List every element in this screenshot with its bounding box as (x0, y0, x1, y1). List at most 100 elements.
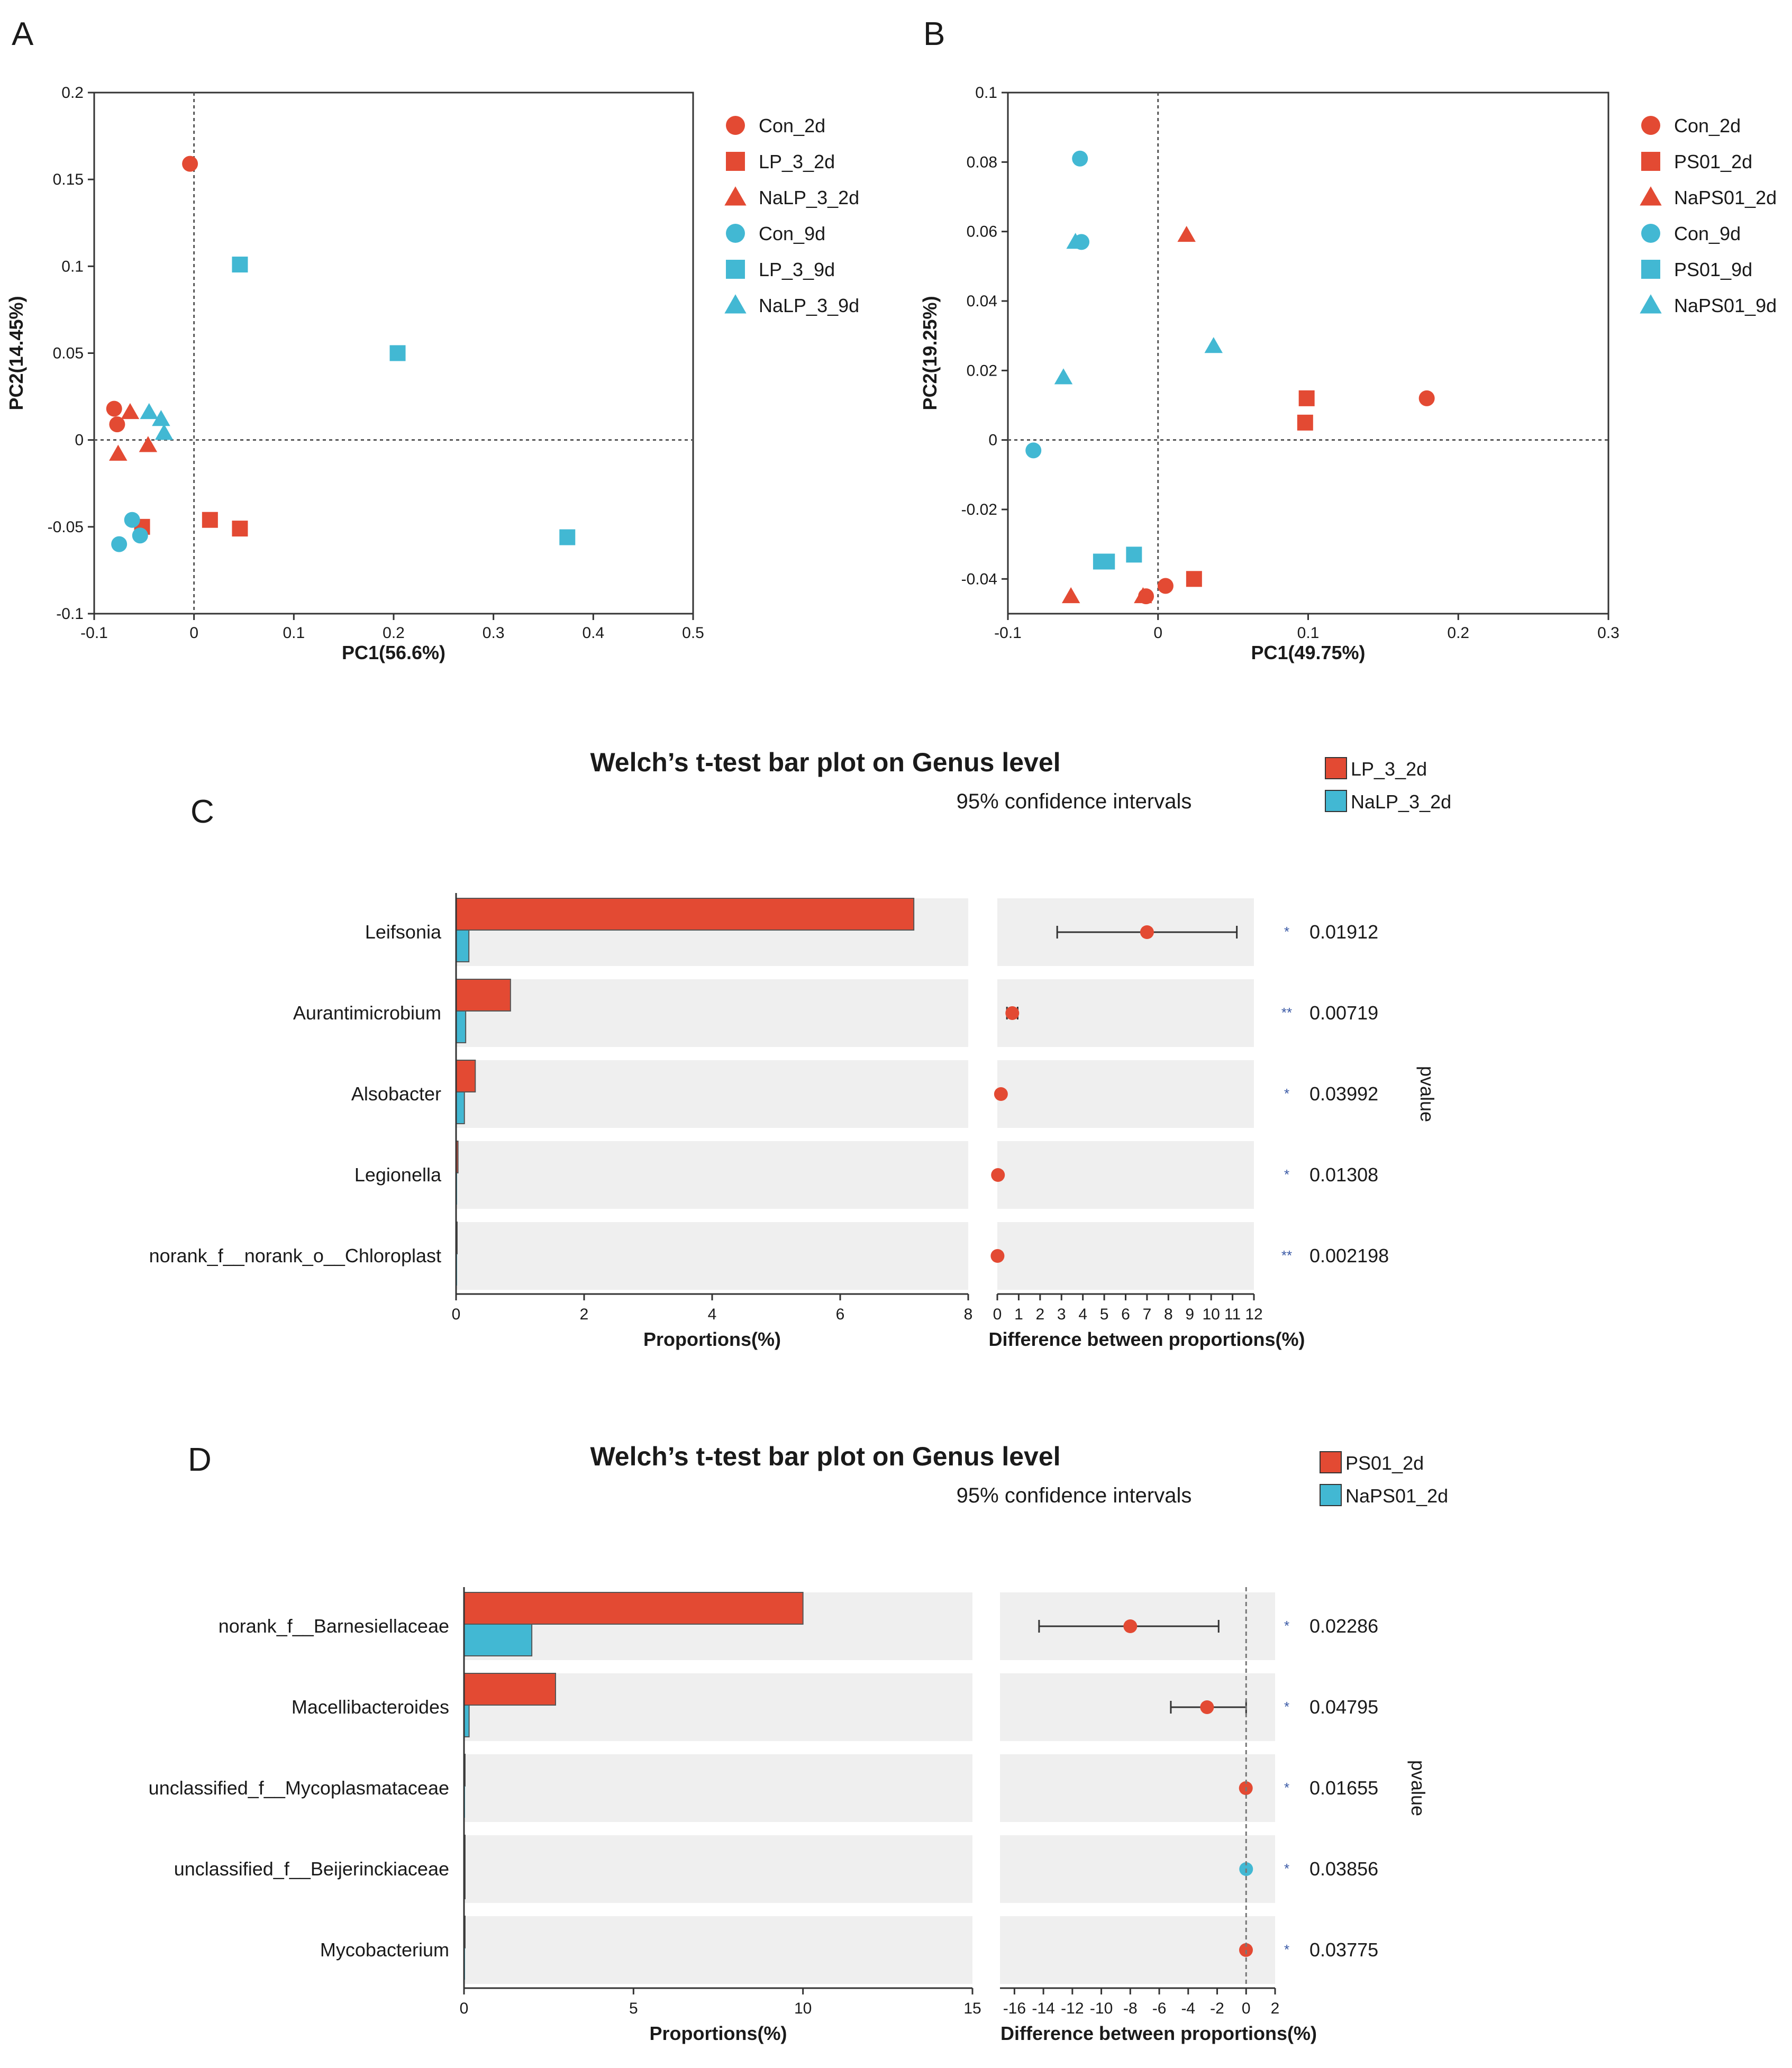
diff-x-tick-label: -10 (1090, 2000, 1113, 2017)
bar-group2 (456, 930, 470, 962)
legend-label: NaLP_3_2d (1351, 791, 1451, 813)
y-tick-label: 0.02 (967, 362, 997, 379)
diff-x-tick-label: 12 (1245, 1306, 1262, 1323)
bar-group1 (456, 979, 511, 1012)
row-background (464, 1754, 972, 1822)
legend-marker (1640, 186, 1662, 206)
diff-axis-label-c: Difference between proportions(%) (988, 1328, 1305, 1350)
data-point (1204, 337, 1223, 353)
y-tick-label: 0 (75, 432, 84, 449)
chart-title-d: Welch’s t-test bar plot on Genus level (590, 1442, 1060, 1471)
category-label: Leifsonia (365, 921, 442, 943)
data-point (202, 512, 218, 528)
panel-label-c: C (190, 794, 214, 830)
legend-marker (1640, 294, 1662, 314)
significance-stars: ** (1281, 1005, 1292, 1021)
data-point (121, 403, 140, 420)
diff-point (1200, 1700, 1214, 1714)
x-tick-label: 0 (460, 2000, 469, 2017)
y-tick-label: 0.1 (975, 84, 997, 102)
x-tick-label: -0.1 (994, 624, 1022, 642)
category-label: unclassified_f__Mycoplasmataceae (149, 1777, 449, 1799)
p-value: 0.04795 (1309, 1696, 1378, 1718)
diff-row-background (1000, 1754, 1275, 1822)
category-label: Mycobacterium (320, 1939, 449, 1961)
legend-marker (1641, 152, 1660, 171)
diff-x-tick-label: 11 (1224, 1306, 1241, 1323)
data-point (1066, 233, 1085, 249)
legend-marker (1641, 260, 1660, 279)
y-tick-label: 0 (988, 432, 997, 449)
legend-label: PS01_2d (1345, 1452, 1424, 1474)
legend-label: NaLP_3_9d (759, 295, 859, 316)
diff-x-tick-label: 3 (1057, 1306, 1066, 1323)
legend-swatch (1320, 1451, 1342, 1473)
p-value: 0.03856 (1309, 1858, 1378, 1880)
data-point (1157, 578, 1174, 594)
p-value: 0.002198 (1309, 1245, 1389, 1267)
y-tick-label: 0.1 (61, 258, 84, 275)
legend-label: Con_9d (1674, 223, 1741, 244)
significance-stars: * (1284, 1086, 1289, 1101)
data-point (1186, 571, 1202, 587)
x-tick-label: 10 (794, 2000, 812, 2017)
legend-marker (726, 224, 745, 243)
diff-x-tick-label: 5 (1100, 1306, 1109, 1323)
data-point (111, 536, 128, 552)
significance-stars: * (1284, 1942, 1289, 1957)
row-background (464, 1835, 972, 1903)
significance-stars: * (1284, 1699, 1289, 1715)
diff-point (991, 1168, 1005, 1182)
data-point (109, 416, 125, 433)
y-tick-label: 0.06 (967, 223, 997, 241)
x-tick-label: 0.2 (1447, 624, 1469, 642)
p-value: 0.01308 (1309, 1164, 1378, 1186)
panel-label-b: B (923, 16, 945, 52)
diff-point (994, 1087, 1008, 1101)
x-tick-label: -0.1 (80, 624, 108, 642)
row-background (456, 1060, 968, 1128)
x-axis-label-c: Proportions(%) (643, 1328, 781, 1350)
diff-point (1005, 1006, 1020, 1020)
diff-x-tick-label: -2 (1210, 2000, 1224, 2017)
y-tick-label: -0.05 (48, 518, 84, 536)
x-tick-label: 0.1 (1297, 624, 1320, 642)
x-tick-label: 5 (629, 2000, 638, 2017)
diff-x-tick-label: 7 (1143, 1306, 1152, 1323)
bar-group2 (456, 1010, 467, 1043)
diff-x-tick-label: 4 (1078, 1306, 1087, 1323)
p-value: 0.03775 (1309, 1939, 1378, 1961)
p-value: 0.01655 (1309, 1777, 1378, 1799)
x-axis-label-a: PC1(56.6%) (342, 642, 445, 663)
x-tick-label: 0.1 (283, 624, 305, 642)
data-point (1298, 390, 1315, 406)
data-point (389, 345, 406, 361)
x-tick-label: 0.4 (582, 624, 604, 642)
diff-x-tick-label: -14 (1032, 2000, 1054, 2017)
x-tick-label: 0.2 (383, 624, 405, 642)
row-background (456, 1141, 968, 1209)
category-label: Macellibacteroides (292, 1696, 449, 1718)
diff-point (1123, 1619, 1138, 1633)
data-point (109, 444, 128, 461)
bar-group1 (463, 1673, 556, 1706)
diff-x-tick-label: -8 (1123, 2000, 1138, 2017)
diff-point (1140, 925, 1154, 939)
chart-title-c: Welch’s t-test bar plot on Genus level (590, 748, 1060, 777)
data-point (1177, 225, 1196, 242)
y-tick-label: -0.04 (961, 570, 997, 588)
data-point (232, 257, 248, 273)
diff-x-tick-label: -4 (1181, 2000, 1195, 2017)
data-point (1054, 368, 1073, 385)
category-label: norank_f__norank_o__Chloroplast (149, 1245, 441, 1267)
p-value: 0.01912 (1309, 921, 1378, 943)
diff-x-tick-label: 0 (1242, 2000, 1251, 2017)
y-axis-label-b: PC2(19.25%) (919, 296, 941, 410)
x-tick-label: 0 (452, 1306, 461, 1323)
legend-marker (726, 152, 745, 171)
bar-group1 (463, 1592, 804, 1625)
y-tick-label: -0.02 (961, 501, 997, 518)
category-label: Alsobacter (351, 1083, 441, 1105)
chart-subtitle-d: 95% confidence intervals (957, 1484, 1192, 1507)
